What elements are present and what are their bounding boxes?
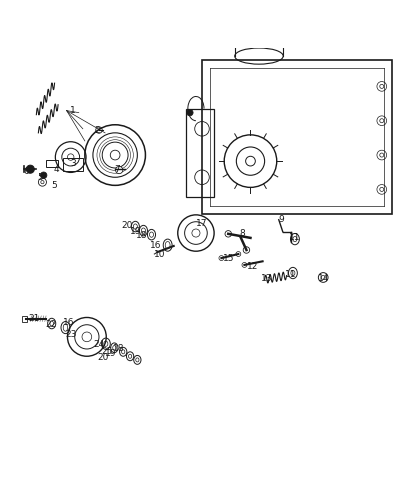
Text: 19: 19 (105, 348, 117, 358)
Bar (202, 60, 392, 214)
Text: 22: 22 (45, 320, 56, 329)
Bar (22, 316, 27, 322)
Text: 5: 5 (38, 173, 43, 182)
Text: 16: 16 (150, 242, 161, 250)
Circle shape (187, 110, 193, 116)
Text: 5: 5 (52, 181, 57, 190)
Text: 10: 10 (154, 250, 165, 258)
Text: 12: 12 (247, 262, 258, 270)
Text: 20: 20 (122, 222, 133, 230)
Bar (46, 160, 58, 167)
Text: 25: 25 (101, 346, 113, 356)
Text: 4: 4 (54, 164, 59, 173)
Text: 1: 1 (70, 106, 76, 115)
Text: 11: 11 (289, 234, 301, 242)
Text: 14: 14 (318, 274, 329, 283)
Circle shape (26, 165, 34, 173)
Bar (186, 108, 214, 198)
Text: 6: 6 (23, 166, 29, 175)
Text: 9: 9 (278, 215, 284, 224)
Text: 8: 8 (240, 230, 245, 238)
Text: 3: 3 (70, 158, 76, 168)
Text: 21: 21 (29, 314, 40, 323)
Text: 24: 24 (93, 340, 105, 349)
Text: 2: 2 (94, 126, 100, 136)
Circle shape (116, 166, 123, 173)
Text: 20: 20 (97, 352, 109, 362)
Circle shape (40, 172, 47, 178)
Text: 19: 19 (130, 228, 141, 236)
Text: 13: 13 (261, 274, 272, 283)
Text: 18: 18 (114, 344, 125, 354)
Text: 23: 23 (65, 330, 76, 340)
Text: 11: 11 (285, 270, 297, 278)
Text: 7: 7 (114, 164, 120, 173)
Text: 17: 17 (196, 219, 208, 228)
Text: 18: 18 (136, 232, 147, 240)
Text: 16: 16 (63, 318, 74, 327)
Bar (63, 158, 83, 171)
Text: 15: 15 (223, 254, 234, 262)
